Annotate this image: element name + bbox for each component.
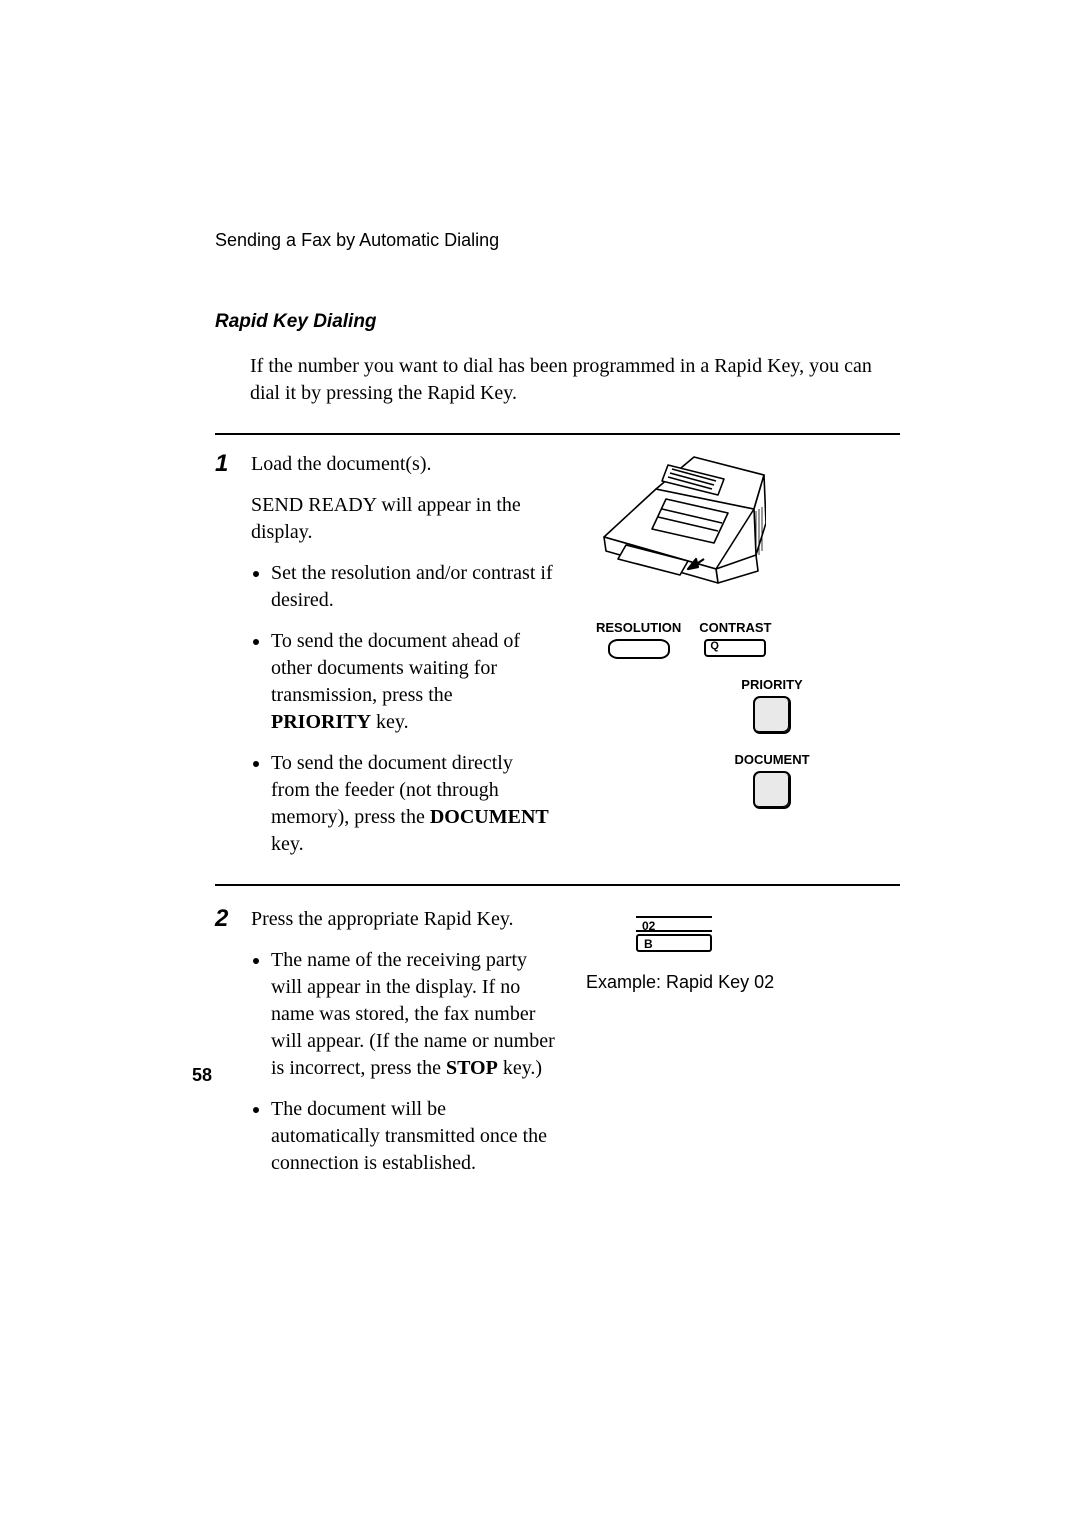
rapid-key-top: 02 xyxy=(636,916,712,932)
step-number: 1 xyxy=(215,451,237,477)
document-key-icon xyxy=(753,771,791,809)
priority-label: PRIORITY xyxy=(644,677,900,692)
contrast-button-icon: Q xyxy=(704,639,766,657)
contrast-q: Q xyxy=(710,640,719,652)
step1-bullet-2: To send the document ahead of other docu… xyxy=(271,628,556,736)
step1-bullet-1: Set the resolution and/or contrast if de… xyxy=(271,560,556,614)
step1-bullet-3: To send the document directly from the f… xyxy=(271,750,556,858)
priority-key-name: PRIORITY xyxy=(271,711,371,733)
rapid-key-bottom: B xyxy=(636,934,712,952)
step2-bullet-2: The document will be automatically trans… xyxy=(271,1096,556,1177)
step1-lead: Load the document(s). xyxy=(251,451,556,478)
rapid-key-caption: Example: Rapid Key 02 xyxy=(586,972,900,993)
page-number: 58 xyxy=(192,1065,212,1086)
fax-machine-illustration xyxy=(596,451,900,596)
text: To send the document ahead of other docu… xyxy=(271,630,520,706)
document-label: DOCUMENT xyxy=(644,752,900,767)
document-key-name: DOCUMENT xyxy=(430,806,549,828)
stop-key-name: STOP xyxy=(446,1057,498,1079)
rule-top xyxy=(215,433,900,435)
control-labels: RESOLUTION CONTRAST Q PRIORITY xyxy=(586,620,900,809)
contrast-label: CONTRAST xyxy=(699,620,771,635)
resolution-button-icon xyxy=(608,639,670,659)
priority-key-icon xyxy=(753,696,791,734)
step-1: 1 Load the document(s). SEND READY will … xyxy=(215,451,900,858)
step-2: 2 Press the appropriate Rapid Key. The n… xyxy=(215,906,900,1177)
step1-ready: SEND READY will appear in the display. xyxy=(251,492,556,546)
rapid-key-illustration: 02 B xyxy=(636,916,712,952)
running-header: Sending a Fax by Automatic Dialing xyxy=(215,230,900,251)
text: key. xyxy=(271,833,304,855)
text: key. xyxy=(371,711,409,733)
step-number: 2 xyxy=(215,906,237,932)
step2-lead: Press the appropriate Rapid Key. xyxy=(251,906,556,933)
step2-bullet-1: The name of the receiving party will app… xyxy=(271,947,556,1082)
section-title: Rapid Key Dialing xyxy=(215,311,900,333)
rule-mid xyxy=(215,884,900,886)
text: key.) xyxy=(498,1057,542,1079)
section-intro: If the number you want to dial has been … xyxy=(250,353,900,407)
resolution-label: RESOLUTION xyxy=(596,620,681,635)
manual-page: Sending a Fax by Automatic Dialing Rapid… xyxy=(0,0,1080,1528)
